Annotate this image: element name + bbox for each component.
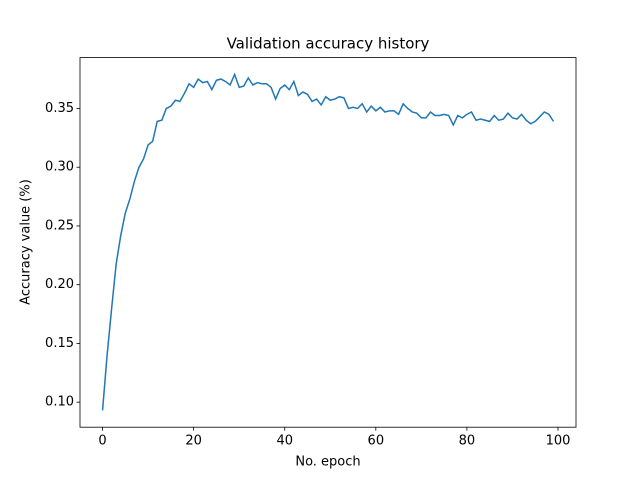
data-line bbox=[101, 72, 555, 411]
y-tick-label: 0.20 bbox=[45, 277, 74, 292]
y-tick-label: 0.15 bbox=[45, 336, 74, 351]
plot-frame bbox=[79, 57, 577, 428]
x-tick-label: 40 bbox=[276, 434, 293, 449]
x-tick-label: 20 bbox=[185, 434, 202, 449]
y-tick-label: 0.25 bbox=[45, 218, 74, 233]
y-tick-label: 0.30 bbox=[45, 160, 74, 175]
x-tick-label: 0 bbox=[98, 434, 106, 449]
x-axis-label: No. epoch bbox=[295, 455, 360, 470]
y-tick-label: 0.35 bbox=[45, 101, 74, 116]
x-tick-label: 60 bbox=[368, 434, 385, 449]
y-tick-label: 0.10 bbox=[45, 395, 74, 410]
x-tick-label: 100 bbox=[546, 434, 571, 449]
x-tick-label: 80 bbox=[459, 434, 476, 449]
y-axis-label: Accuracy value (%) bbox=[19, 179, 34, 305]
chart-title: Validation accuracy history bbox=[227, 35, 430, 53]
